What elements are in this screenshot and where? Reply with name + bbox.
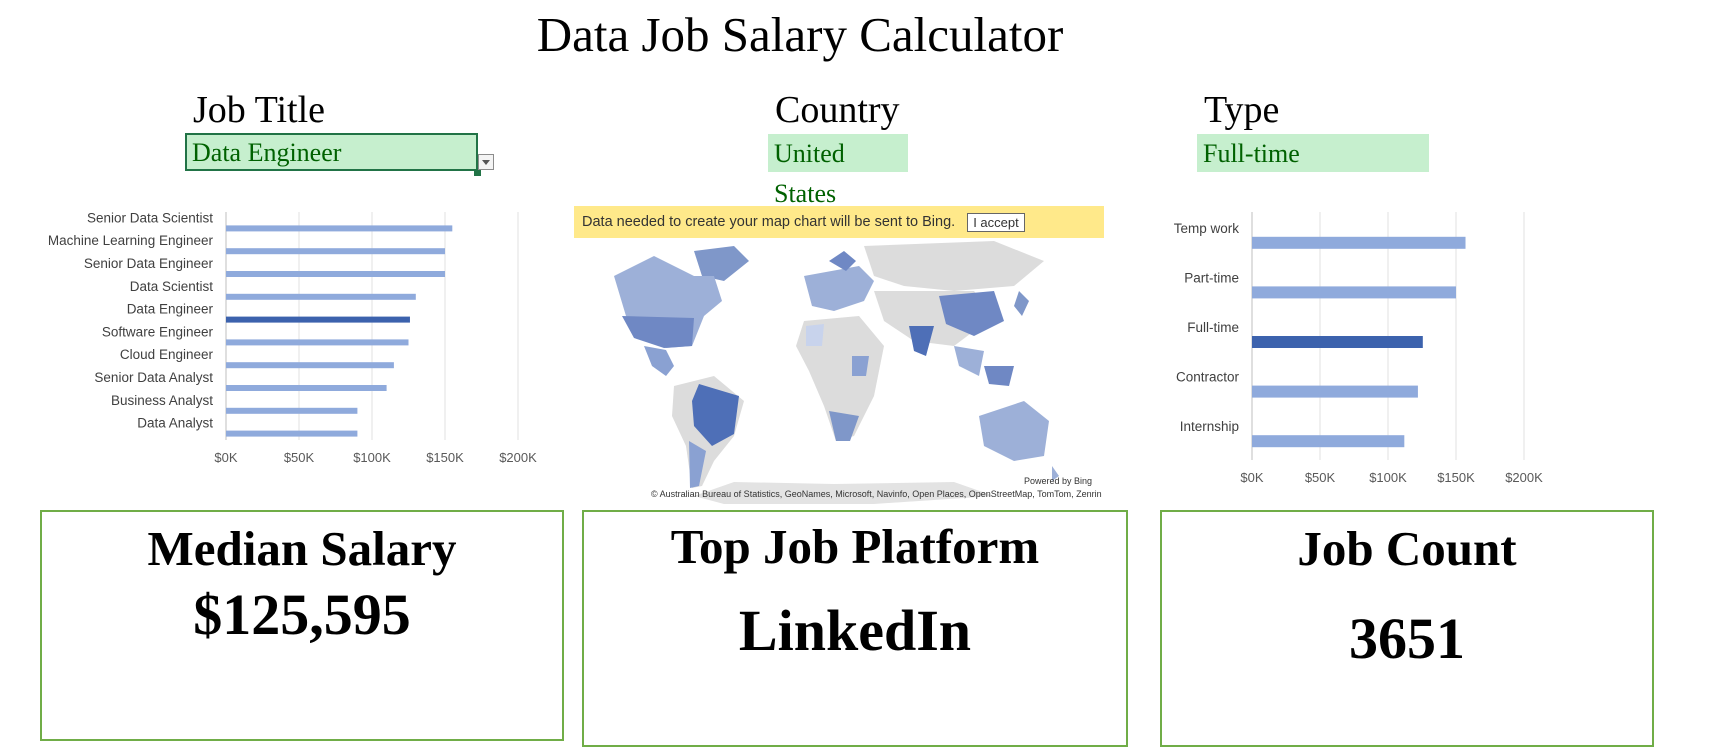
- bar: [226, 271, 445, 277]
- dropdown-arrow-button[interactable]: [478, 154, 494, 170]
- bar: [1252, 385, 1418, 398]
- map-country: [954, 346, 984, 376]
- job-title-label: Job Title: [193, 89, 326, 131]
- bar: [1252, 336, 1423, 348]
- top-platform-card: Top Job Platform LinkedIn: [582, 510, 1128, 747]
- type-label: Type: [1204, 89, 1280, 131]
- bar: [226, 407, 358, 414]
- bing-consent-banner: Data needed to create your map chart wil…: [574, 206, 1104, 238]
- bar: [226, 362, 394, 369]
- accept-button[interactable]: I accept: [967, 212, 1025, 232]
- x-tick-label: $50K: [284, 450, 315, 465]
- bar: [226, 225, 453, 232]
- x-tick-label: $0K: [214, 450, 237, 465]
- map-country: [939, 291, 1004, 336]
- map-country: [909, 326, 934, 356]
- bing-banner-text: Data needed to create your map chart wil…: [582, 214, 956, 230]
- x-tick-label: $150K: [1437, 470, 1475, 485]
- map-country: [1052, 466, 1059, 481]
- map-country: [694, 482, 994, 504]
- category-label: Software Engineer: [102, 324, 214, 339]
- job-title-salary-chart: $0K $50K $100K $150K $200K Senior Data Scient…: [48, 210, 537, 465]
- map-country: [644, 346, 674, 376]
- bar: [226, 316, 410, 323]
- map-country: [852, 356, 869, 376]
- bar: [1252, 286, 1456, 299]
- job-title-dropdown-cell[interactable]: Data Engineer: [185, 133, 478, 171]
- map-country: [984, 366, 1014, 386]
- type-cell[interactable]: Full-time: [1197, 134, 1429, 172]
- job-count-card: Job Count 3651: [1160, 510, 1654, 747]
- map-country: [1014, 291, 1029, 316]
- category-label: Contractor: [1176, 370, 1240, 385]
- job-count-title: Job Count: [1297, 521, 1517, 576]
- category-label: Data Scientist: [130, 279, 214, 294]
- country-cell[interactable]: United States: [768, 134, 908, 208]
- top-platform-value: LinkedIn: [738, 598, 972, 663]
- x-tick-label: $200K: [499, 450, 537, 465]
- world-map: [614, 241, 1059, 504]
- bar: [226, 248, 445, 255]
- job-type-salary-chart: $0K $50K $100K $150K $200K Temp work Part-time…: [1174, 212, 1543, 485]
- category-label: Senior Data Scientist: [87, 210, 213, 225]
- job-count-value: 3651: [1349, 606, 1465, 671]
- map-country: [622, 316, 694, 348]
- map-country: [864, 241, 1044, 291]
- category-label: Part-time: [1184, 270, 1239, 285]
- category-label: Business Analyst: [111, 393, 213, 408]
- bar: [226, 293, 416, 300]
- cell-fill-handle[interactable]: [474, 169, 481, 176]
- category-label: Temp work: [1174, 221, 1240, 236]
- median-salary-card: Median Salary $125,595: [40, 510, 564, 741]
- median-salary-value: $125,595: [193, 582, 411, 647]
- category-label: Senior Data Engineer: [84, 256, 214, 271]
- map-country: [689, 441, 706, 488]
- map-country: [804, 266, 874, 311]
- x-tick-label: $100K: [353, 450, 391, 465]
- category-label: Data Analyst: [137, 416, 213, 431]
- x-tick-label: $0K: [1240, 470, 1263, 485]
- category-label: Machine Learning Engineer: [48, 233, 214, 248]
- map-country: [694, 246, 749, 281]
- map-country: [796, 316, 884, 441]
- map-country: [806, 324, 824, 346]
- bar: [1252, 435, 1405, 448]
- bing-credit: Powered by Bing: [1023, 476, 1092, 486]
- x-tick-label: $50K: [1305, 470, 1336, 485]
- category-label: Cloud Engineer: [120, 347, 214, 362]
- top-platform-title: Top Job Platform: [670, 519, 1040, 574]
- category-label: Internship: [1180, 419, 1239, 434]
- map-country: [829, 251, 856, 271]
- category-label: Senior Data Analyst: [94, 370, 213, 385]
- map-country: [979, 401, 1049, 461]
- map-attribution: © Australian Bureau of Statistics, GeoNa…: [651, 489, 1102, 499]
- country-label: Country: [775, 89, 900, 131]
- bar: [226, 430, 358, 437]
- category-label: Full-time: [1187, 320, 1239, 335]
- median-salary-title: Median Salary: [147, 521, 457, 576]
- page-title: Data Job Salary Calculator: [536, 7, 1064, 62]
- x-tick-label: $100K: [1369, 470, 1407, 485]
- chevron-down-icon: [482, 159, 490, 165]
- category-label: Data Engineer: [127, 302, 214, 317]
- x-tick-label: $200K: [1505, 470, 1543, 485]
- map-country: [829, 411, 859, 441]
- bar: [226, 339, 409, 346]
- map-country: [692, 384, 739, 446]
- bar: [1252, 236, 1466, 249]
- world-map-chart: Powered by Bing © Australian Bureau of S…: [574, 206, 1104, 504]
- x-tick-label: $150K: [426, 450, 464, 465]
- bar: [226, 385, 387, 391]
